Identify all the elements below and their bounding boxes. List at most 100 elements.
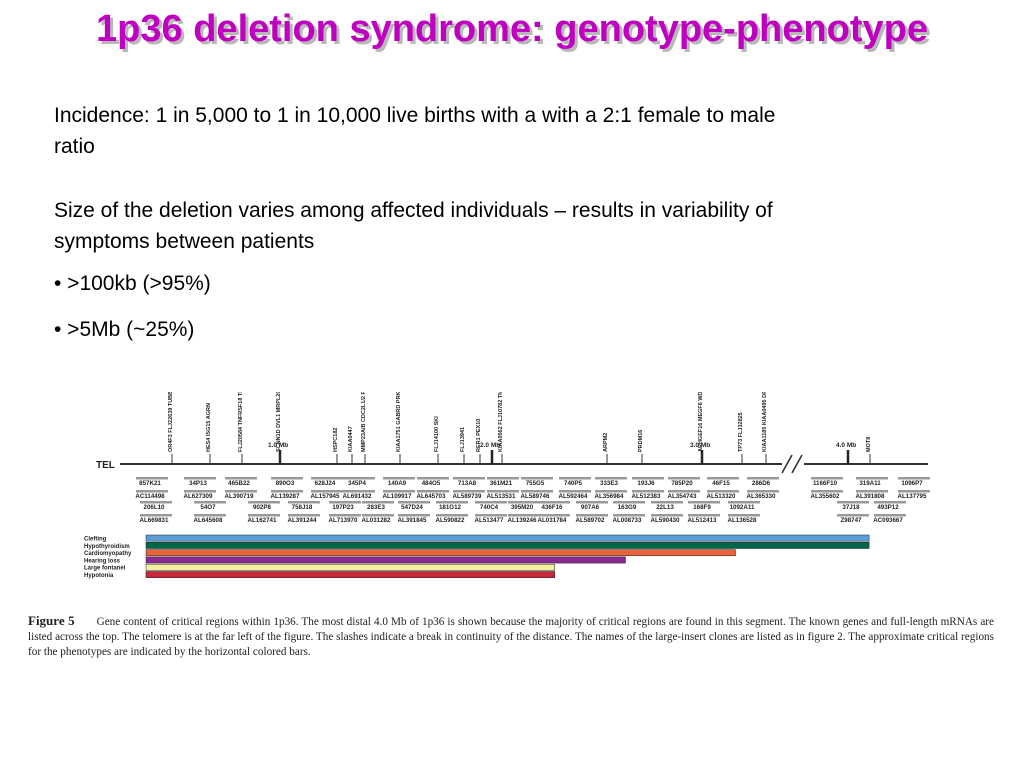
break-slash xyxy=(781,454,793,474)
clone-row1: 286D6 xyxy=(752,480,771,487)
accession-row1-bar xyxy=(747,490,779,493)
accession-row2-bar xyxy=(194,514,226,517)
clone-row2: 206L10 xyxy=(144,504,166,511)
accession-row1: AL589739 xyxy=(453,493,482,500)
clone-row1-bar xyxy=(383,477,415,480)
accession-row1-bar xyxy=(271,490,303,493)
incidence-line-2: ratio xyxy=(54,135,95,158)
phenotype-label: Large fontanel xyxy=(84,566,126,572)
phenotype-label: Hypotonia xyxy=(84,573,114,579)
accession-row1-bar xyxy=(311,490,343,493)
accession-row2-bar xyxy=(837,514,869,517)
phenotype-label: Hypothyroidism xyxy=(84,544,130,550)
clone-row2-bar xyxy=(651,501,683,504)
accession-row2: AL139246 xyxy=(508,517,537,524)
gene-label: ARHGEF16 MEGF6 WDR8 xyxy=(698,392,704,452)
clone-row2-bar xyxy=(248,501,280,504)
accession-row2-bar xyxy=(508,514,540,517)
accession-row2-bar xyxy=(651,514,683,517)
clone-row1-bar xyxy=(225,477,257,480)
accession-row2: AL136528 xyxy=(728,517,757,524)
clone-row1-bar xyxy=(343,477,375,480)
accession-row1: AL139287 xyxy=(271,493,300,500)
accession-row1: AL592464 xyxy=(559,493,588,500)
accession-row2: Z98747 xyxy=(841,517,863,524)
accession-row1: AL391808 xyxy=(856,493,885,500)
clone-row1-bar xyxy=(898,477,930,480)
accession-row1-bar xyxy=(453,490,485,493)
accession-row2-bar xyxy=(538,514,570,517)
clone-row2: 54O7 xyxy=(200,504,216,511)
clone-row2: 740C4 xyxy=(480,504,499,511)
clone-row2: 283E3 xyxy=(367,504,385,511)
bullet-100kb: • >100kb (>95%) xyxy=(54,272,211,295)
accession-row2-bar xyxy=(140,514,172,517)
clone-row1: 319A11 xyxy=(859,480,881,487)
size-line-2: symptoms between patients xyxy=(54,230,315,253)
clone-row1-bar xyxy=(595,477,627,480)
accession-row1: AC114498 xyxy=(135,493,165,500)
gene-label: FLJ13941 xyxy=(460,427,466,452)
clone-row2: 902P8 xyxy=(253,504,271,511)
accession-row2: AL645608 xyxy=(194,517,223,524)
accession-row2: AL669831 xyxy=(140,517,169,524)
clone-row1: 1166F10 xyxy=(813,480,838,487)
mb-label: 1.0 Mb xyxy=(268,442,288,449)
clone-row1: 890O3 xyxy=(276,480,295,487)
gene-label: KIAA1751 GABRD PRKCZ xyxy=(396,392,402,452)
accession-row1-bar xyxy=(632,490,664,493)
accession-row2-bar xyxy=(475,514,507,517)
tel-label: TEL xyxy=(96,460,115,471)
accession-row2: AC093667 xyxy=(873,517,903,524)
clone-row1-bar xyxy=(747,477,779,480)
accession-row2: AL162741 xyxy=(248,517,277,524)
accession-row1-bar xyxy=(417,490,449,493)
gene-label: KIAA1185 KIAA0495 DFFB xyxy=(762,392,768,452)
clone-row2-bar xyxy=(329,501,361,504)
clone-row2-bar xyxy=(508,501,540,504)
clone-row1: 361M21 xyxy=(490,480,513,487)
accession-row1-bar xyxy=(856,490,888,493)
gene-label: RER1 PEX10 xyxy=(476,419,482,452)
bullet-5mb: • >5Mb (~25%) xyxy=(54,318,195,341)
accession-row1-bar xyxy=(487,490,519,493)
clone-row2-bar xyxy=(538,501,570,504)
clone-row2: 493P12 xyxy=(877,504,899,511)
clone-row1: 713A8 xyxy=(458,480,477,487)
accession-row1-bar xyxy=(383,490,415,493)
clone-row1: 755G5 xyxy=(526,480,545,487)
accession-row1-bar xyxy=(136,490,168,493)
phenotype-label: Cardiomyopathy xyxy=(84,551,132,557)
accession-row1-bar xyxy=(559,490,591,493)
accession-row1-bar xyxy=(811,490,843,493)
clone-row2: 22L13 xyxy=(656,504,674,511)
gene-label: PRDM16 xyxy=(638,430,644,452)
incidence-paragraph: Incidence: 1 in 5,000 to 1 in 10,000 liv… xyxy=(54,100,974,162)
clone-row1-bar xyxy=(811,477,843,480)
clone-row1: 740P5 xyxy=(564,480,582,487)
accession-row2-bar xyxy=(874,514,906,517)
accession-row1: AL589746 xyxy=(521,493,550,500)
phenotype-bar xyxy=(145,534,870,542)
accession-row1: AL627309 xyxy=(184,493,213,500)
accession-row1: AL365330 xyxy=(747,493,776,500)
accession-row1-bar xyxy=(184,490,216,493)
mb-label: 4.0 Mb xyxy=(836,442,856,449)
clone-row1: 484O5 xyxy=(422,480,441,487)
accession-row2: AL590430 xyxy=(651,517,680,524)
accession-row2: AL713970 xyxy=(329,517,358,524)
clone-row1: 34P13 xyxy=(189,480,207,487)
accession-row1-bar xyxy=(225,490,257,493)
clone-row2: 168F9 xyxy=(693,504,711,511)
accession-row2-bar xyxy=(248,514,280,517)
figure-caption-text: Gene content of critical regions within … xyxy=(28,616,994,658)
mb-label: 3.0 Mb xyxy=(690,442,710,449)
clone-row1-bar xyxy=(417,477,449,480)
phenotype-bar xyxy=(145,549,736,557)
accession-row2: AL590822 xyxy=(436,517,465,524)
clone-row1-bar xyxy=(453,477,485,480)
clone-row1-bar xyxy=(487,477,519,480)
gene-label: HES4 ISG15 AGRN xyxy=(206,403,212,452)
accession-row1: AL354743 xyxy=(668,493,697,500)
clone-row2-bar xyxy=(140,501,172,504)
